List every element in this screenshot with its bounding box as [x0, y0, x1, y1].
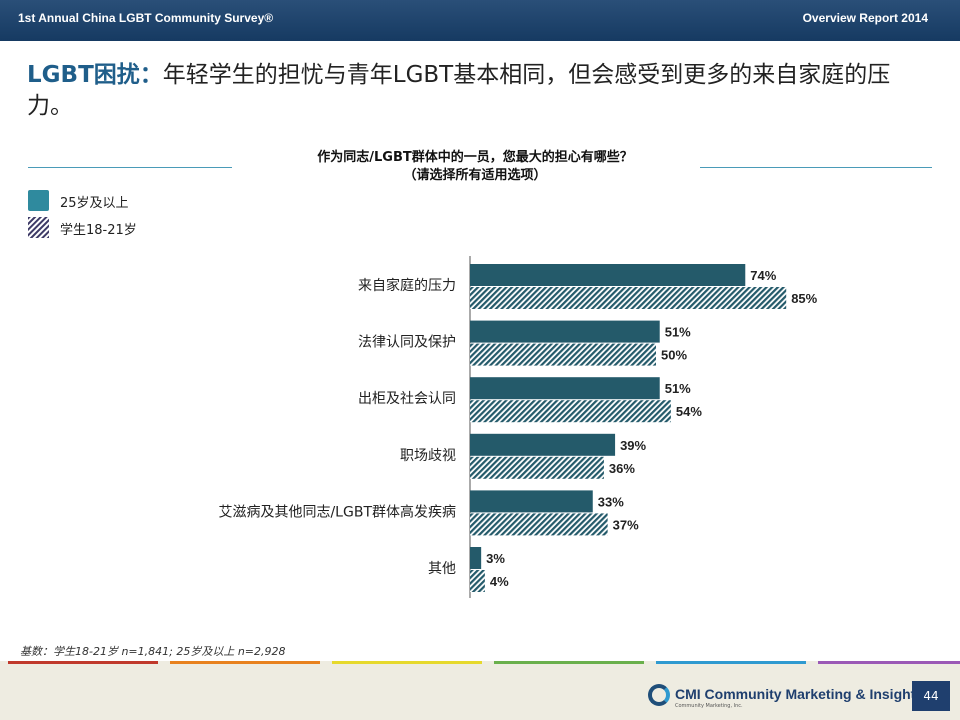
footer-stripe: [332, 661, 482, 664]
category-label: 来自家庭的压力: [358, 277, 456, 294]
data-label: 4%: [490, 574, 509, 589]
category-label: 艾滋病及其他同志/LGBT群体高发疾病: [218, 503, 456, 520]
data-label: 3%: [486, 551, 505, 566]
legend-label-25plus: 25岁及以上: [60, 196, 129, 211]
cmi-logo-subtext: Community Marketing, Inc.: [675, 703, 743, 709]
report-title: Overview Report 2014: [802, 11, 928, 25]
bar-25plus: [470, 490, 593, 513]
bar-25plus: [470, 320, 660, 343]
footer-stripe: [494, 661, 644, 664]
footer-stripe: [818, 661, 960, 664]
chart-title-block: 作为同志/LGBT群体中的一员，您最大的担心有哪些？ （请选择所有适用选项）: [240, 149, 710, 185]
data-label: 85%: [791, 291, 817, 306]
data-label: 50%: [661, 348, 687, 363]
bar-students: [470, 456, 604, 479]
category-label: 职场歧视: [400, 448, 456, 464]
survey-title: 1st Annual China LGBT Community Survey®: [18, 11, 273, 25]
title-rule-right: [700, 167, 932, 168]
legend-label-students: 学生18-21岁: [60, 223, 137, 238]
data-label: 39%: [620, 438, 646, 453]
category-label: 法律认同及保护: [358, 335, 456, 351]
base-footnote: 基数：学生18-21岁 n=1,841; 25岁及以上 n=2,928: [20, 645, 286, 658]
data-label: 54%: [676, 404, 702, 419]
category-label: 出柜及社会认同: [358, 391, 456, 407]
bar-students: [470, 400, 671, 423]
footer-bar: [0, 661, 960, 720]
bar-students: [470, 570, 485, 592]
legend-swatch-hatched: [28, 217, 49, 238]
footer-stripe: [170, 661, 320, 664]
cmi-logo-text: CMI Community Marketing & Insights: [675, 686, 924, 702]
data-label: 74%: [750, 268, 776, 283]
category-label: 其他: [428, 561, 456, 577]
bar-students: [470, 287, 787, 309]
data-label: 37%: [613, 517, 639, 532]
cmi-logo-icon: [648, 684, 670, 706]
data-label: 51%: [665, 381, 691, 396]
bar-students: [470, 513, 608, 536]
chart-title: 作为同志/LGBT群体中的一员，您最大的担心有哪些？: [317, 150, 633, 165]
data-label: 33%: [598, 494, 624, 509]
bar-25plus: [470, 433, 616, 456]
slide-headline: LGBT困扰：年轻学生的担忧与青年LGBT基本相同，但会感受到更多的来自家庭的压…: [27, 60, 927, 122]
bar-25plus: [470, 377, 660, 400]
bar-25plus: [470, 264, 746, 286]
title-rule-left: [28, 167, 232, 168]
footer-stripe: [656, 661, 806, 664]
footer-stripe: [8, 661, 158, 664]
bar-25plus: [470, 547, 482, 569]
legend-swatch-solid: [28, 190, 49, 211]
top-banner: 1st Annual China LGBT Community Survey® …: [0, 0, 960, 41]
chart-subtitle: （请选择所有适用选项）: [403, 168, 547, 183]
data-label: 36%: [609, 461, 635, 476]
page-number: 44: [912, 681, 950, 711]
headline-text: 年轻学生的担忧与青年LGBT基本相同，但会感受到更多的来自家庭的压力。: [27, 62, 891, 119]
data-label: 51%: [665, 325, 691, 340]
headline-prefix: LGBT困扰：: [27, 62, 163, 88]
survey-title-prefix: 1st Annual China LGBT Community Survey®: [18, 11, 274, 25]
bar-students: [470, 343, 656, 366]
